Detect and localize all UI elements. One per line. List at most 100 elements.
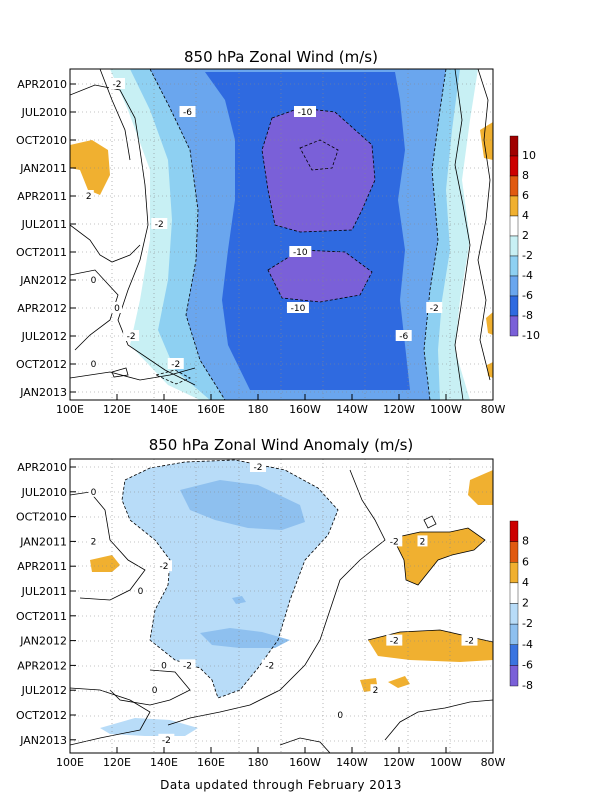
contour-label-bg	[386, 535, 403, 547]
x-tick-label: 100W	[430, 756, 462, 769]
anomaly-band-neg2-strip	[100, 718, 198, 736]
colorbar-swatch	[509, 255, 519, 277]
contour-label-bg	[179, 106, 196, 117]
contour-label: -2	[390, 637, 399, 647]
colorbar-swatch	[509, 155, 519, 177]
anomaly-field	[70, 459, 493, 753]
y-tick-label: APR2010	[17, 461, 67, 474]
zonal-y-axis: APR2010 JUL2010 OCT2010 JAN2011 APR2011 JUL20…	[16, 78, 76, 399]
anomaly-pos-patch-3	[468, 470, 493, 505]
contour-label: -2	[254, 463, 263, 473]
contour-label-bg	[261, 659, 278, 671]
contour-label: -10	[298, 108, 313, 118]
contour-label-bg	[289, 246, 312, 257]
chart-title-zonal-wind: 850 hPa Zonal Wind (m/s)	[184, 48, 378, 66]
contour-label-bg	[159, 659, 169, 671]
y-tick-label: JUL2011	[21, 218, 67, 231]
contour-label-bg	[88, 485, 99, 497]
contour-label-bg	[158, 733, 175, 745]
contour-label: -2	[160, 562, 169, 572]
zonal-wind-field	[70, 69, 493, 400]
y-tick-label: JAN2011	[19, 535, 67, 548]
colorbar-label: 8	[522, 535, 529, 548]
contour-label-bg	[386, 634, 403, 646]
contour-label: -2	[113, 80, 122, 90]
colorbar-swatch	[509, 235, 519, 257]
colorbar-label: -8	[522, 309, 533, 322]
colorbar-label: 4	[522, 209, 529, 222]
contour-label-bg	[88, 535, 99, 547]
contour-label-bg	[370, 684, 381, 696]
zonal-core-neg10-b	[268, 250, 372, 302]
y-tick-label: JUL2011	[21, 585, 67, 598]
y-tick-label: JUL2012	[21, 330, 67, 343]
contour-label-bg	[335, 709, 346, 720]
x-tick-label: 100E	[56, 403, 84, 416]
zonal-grid	[70, 69, 493, 400]
contour-label: -2	[465, 637, 474, 647]
x-tick-label: 140E	[150, 756, 178, 769]
zonal-pos-patch-west	[70, 140, 110, 195]
colorbar-swatch	[509, 135, 519, 157]
y-tick-label: OCT2012	[16, 358, 67, 371]
contour-label: 0	[114, 304, 120, 314]
y-tick-label: JAN2012	[19, 635, 67, 648]
anomaly-plot-frame	[69, 458, 494, 754]
colorbar-label: 4	[522, 576, 529, 589]
anomaly-colorbar: 8 6 4 2 -2 -4 -6 -8	[509, 520, 533, 692]
contour-label: 0	[337, 711, 343, 721]
contour-label: 2	[86, 192, 92, 202]
contour-label: -2	[430, 304, 439, 314]
contour-label: -2	[155, 220, 164, 230]
contour-label: -6	[183, 108, 192, 118]
zonal-pos-patch-east-1	[480, 122, 493, 160]
contour-label: -2	[390, 537, 399, 547]
anomaly-contour-lines	[70, 459, 493, 753]
y-tick-label: OCT2010	[16, 134, 67, 147]
contour-label: -10	[291, 304, 306, 314]
y-tick-label: APR2010	[17, 78, 67, 91]
zonal-pos-patch-east-2	[486, 312, 493, 335]
contour-label-bg	[151, 218, 168, 229]
colorbar-label: 2	[522, 229, 529, 242]
contour-label-bg	[109, 78, 125, 89]
colorbar-swatch	[509, 315, 519, 337]
colorbar-label: 8	[522, 169, 529, 182]
anomaly-pos-patch-1	[90, 555, 120, 572]
anomaly-y-axis: APR2010 JUL2010 OCT2010 JAN2011 APR2011 JUL20…	[16, 461, 76, 747]
colorbar-swatch	[509, 215, 519, 237]
anomaly-band-neg4-a	[180, 480, 305, 530]
contour-label-bg	[395, 330, 412, 341]
contour-label: 2	[91, 537, 97, 547]
x-tick-label: 180	[248, 756, 269, 769]
contour-label-bg	[461, 634, 478, 646]
colorbar-swatch	[509, 582, 519, 604]
x-tick-label: 80W	[481, 403, 506, 416]
anomaly-x-axis: 100E 120E 140E 160E 180 160W 140W 120W 100W 80W	[56, 747, 506, 769]
colorbar-label: -8	[522, 679, 533, 692]
x-tick-label: 160W	[289, 756, 321, 769]
colorbar-label: 10	[522, 149, 536, 162]
y-tick-label: APR2012	[17, 659, 67, 672]
y-tick-label: JUL2010	[21, 486, 67, 499]
contour-label-bg	[83, 190, 94, 201]
colorbar-label: -6	[522, 658, 533, 671]
y-tick-label: APR2012	[17, 302, 67, 315]
colorbar-label: 6	[522, 555, 529, 568]
x-tick-label: 160E	[197, 756, 225, 769]
y-tick-label: APR2011	[17, 190, 67, 203]
contour-label: 2	[373, 686, 379, 696]
y-tick-label: OCT2011	[16, 246, 67, 259]
contour-label: 0	[161, 661, 167, 671]
contour-label-bg	[294, 106, 316, 117]
colorbar-swatch	[509, 195, 519, 217]
contour-label-bg	[88, 358, 99, 369]
contour-label: 0	[91, 276, 97, 286]
colorbar-swatch	[509, 520, 519, 542]
contour-label-bg	[135, 585, 146, 596]
colorbar-swatch	[509, 541, 519, 563]
colorbar-swatch	[509, 665, 519, 687]
x-tick-label: 140W	[336, 403, 368, 416]
contour-label: 2	[420, 537, 426, 547]
